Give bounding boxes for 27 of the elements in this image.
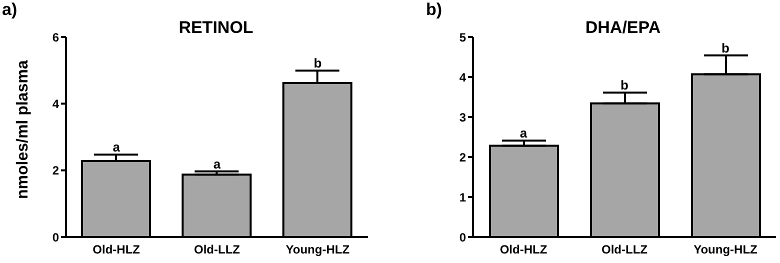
y-tick-label: 2 (52, 164, 60, 178)
y-tick-label: 1 (459, 190, 466, 204)
y-tick-label: 4 (459, 70, 466, 84)
x-tick-label: Old-HLZ (500, 242, 548, 257)
x-tick-label: Young-HLZ (286, 242, 350, 257)
y-tick-label: 0 (459, 230, 466, 244)
y-tick-label: 6 (52, 30, 60, 44)
text: b) (426, 0, 442, 20)
y-axis-title: nmoles/ml plasma (14, 60, 32, 199)
text: a) (2, 0, 18, 20)
chart-title: RETINOL (178, 18, 254, 38)
y-tick-label: 0 (52, 230, 60, 244)
annotation: a (520, 126, 528, 141)
annotation: b (314, 56, 322, 71)
annotation: a (213, 156, 222, 172)
x-tick-label: Old-HLZ (92, 242, 140, 257)
y-tick-label: 4 (52, 96, 60, 111)
x-tick-label: Young-HLZ (694, 242, 758, 257)
y-tick-label: 3 (459, 110, 466, 124)
y-tick-label: 5 (459, 30, 466, 44)
annotation: b (722, 40, 730, 56)
x-tick-label: Old-LLZ (194, 242, 240, 257)
annotation: a (112, 140, 121, 155)
y-tick-label: 2 (459, 150, 466, 164)
annotation: b (620, 78, 629, 93)
x-tick-label: Old-LLZ (602, 242, 648, 257)
chart-title: DHA/EPA (584, 18, 662, 38)
